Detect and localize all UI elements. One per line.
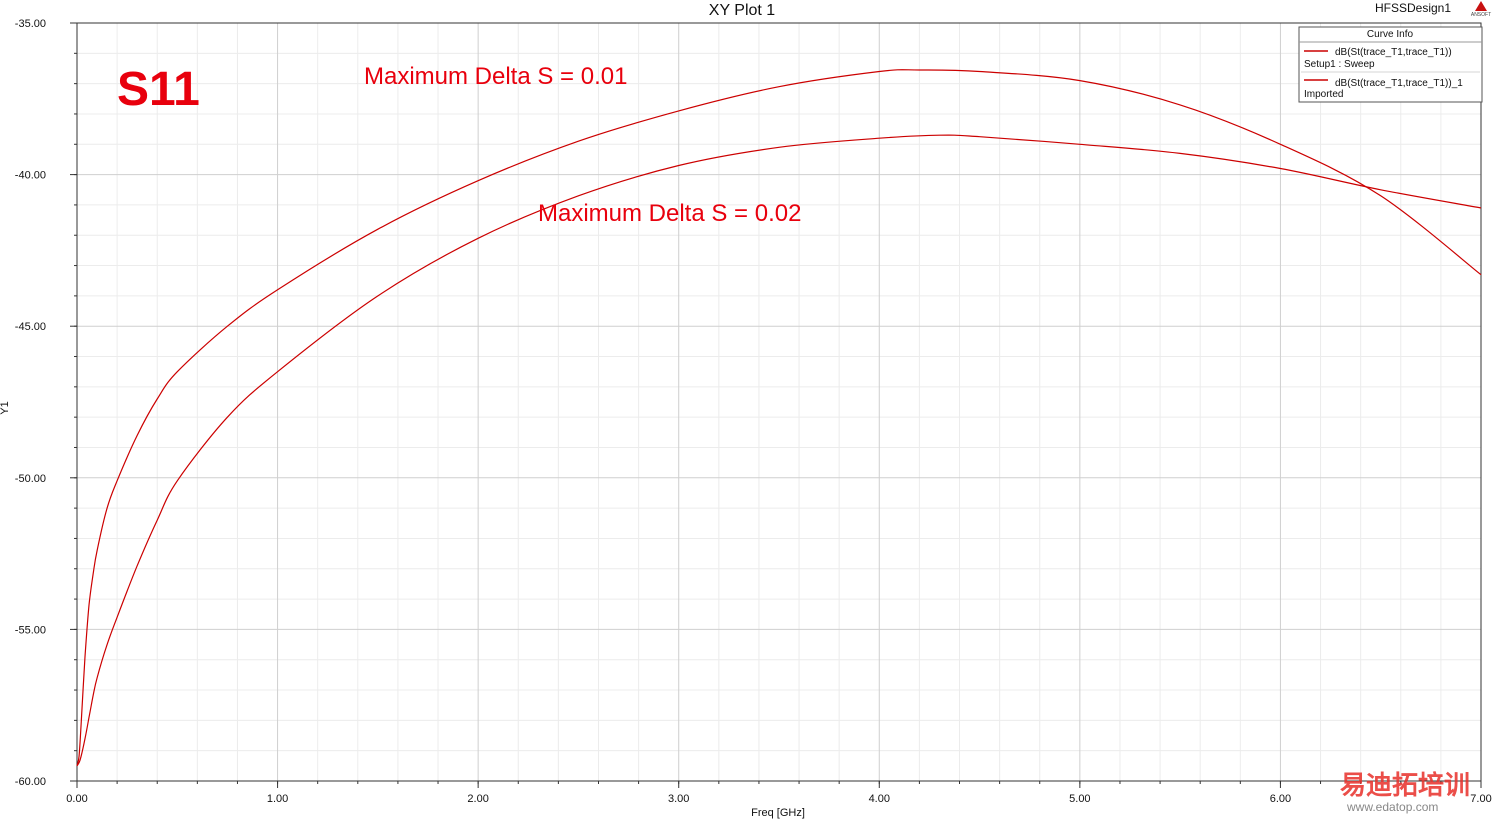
watermark: 易迪拓培训 www.edatop.com xyxy=(1340,771,1470,814)
series-layer xyxy=(76,69,1482,767)
watermark-text: 易迪拓培训 xyxy=(1340,771,1470,801)
x-tick-label: 7.00 xyxy=(1470,793,1491,805)
legend-entry-2-subtitle: Imported xyxy=(1304,89,1343,100)
x-tick-label: 5.00 xyxy=(1069,793,1090,805)
chart-title: XY Plot 1 xyxy=(709,2,776,19)
legend-title: Curve Info xyxy=(1367,29,1414,40)
x-tick-label: 1.00 xyxy=(267,793,288,805)
series-line-1 xyxy=(76,69,1482,766)
x-axis-label: Freq [GHz] xyxy=(751,807,805,819)
s11-label: S11 xyxy=(117,63,200,116)
watermark-url: www.edatop.com xyxy=(1346,800,1438,814)
y-axis-label: Y1 xyxy=(0,401,11,414)
legend[interactable]: Curve Info dB(St(trace_T1,trace_T1)) Set… xyxy=(1298,26,1483,103)
grid xyxy=(76,22,1482,782)
ansoft-logo-icon: ANSOFT xyxy=(1471,1,1491,18)
series-line-2 xyxy=(76,134,1482,767)
axes: 0.00 1.00 2.00 3.00 4.00 5.00 6.00 7.00 -35.00 -4… xyxy=(15,18,1492,805)
x-tick-label: 2.00 xyxy=(467,793,488,805)
annotation-delta-002: Maximum Delta S = 0.02 xyxy=(538,200,801,227)
x-tick-label: 3.00 xyxy=(668,793,689,805)
x-tick-label: 6.00 xyxy=(1270,793,1291,805)
legend-entry-1-name: dB(St(trace_T1,trace_T1)) xyxy=(1335,47,1452,58)
legend-entry-1-subtitle: Setup1 : Sweep xyxy=(1304,59,1375,70)
y-tick-label: -35.00 xyxy=(15,18,46,30)
y-tick-label: -60.00 xyxy=(15,776,46,788)
logo-text: ANSOFT xyxy=(1471,12,1491,18)
y-tick-label: -50.00 xyxy=(15,473,46,485)
legend-entry-2-name: dB(St(trace_T1,trace_T1))_1 xyxy=(1335,78,1463,89)
plot-frame xyxy=(76,22,1482,782)
x-tick-label: 4.00 xyxy=(869,793,890,805)
y-tick-label: -45.00 xyxy=(15,321,46,333)
y-tick-label: -40.00 xyxy=(15,170,46,182)
x-tick-label: 0.00 xyxy=(66,793,87,805)
legend-box xyxy=(1298,26,1483,103)
y-tick-label: -55.00 xyxy=(15,624,46,636)
design-name: HFSSDesign1 xyxy=(1375,1,1451,15)
annotation-delta-001: Maximum Delta S = 0.01 xyxy=(364,63,627,90)
